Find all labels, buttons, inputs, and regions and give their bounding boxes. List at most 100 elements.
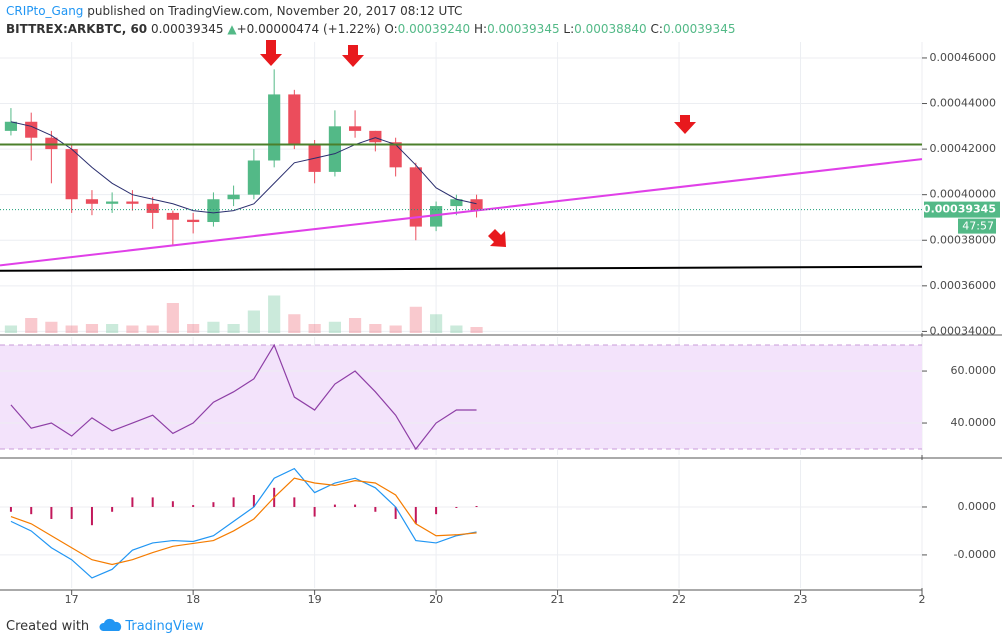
x-tick-label: 19 bbox=[308, 593, 322, 606]
volume-bar bbox=[187, 324, 200, 333]
last-price-label: 0.00039345 bbox=[923, 203, 996, 216]
histogram-bar bbox=[374, 506, 377, 512]
volume-bar bbox=[207, 321, 220, 333]
series-line bbox=[10, 343, 477, 451]
histogram-bar bbox=[9, 506, 12, 512]
histogram-bar bbox=[70, 506, 73, 519]
quote-line: BITTREX:ARKBTC, 60 0.00039345 ▲+0.000004… bbox=[6, 20, 735, 38]
x-tick-label: 20 bbox=[429, 593, 443, 606]
histogram-bar bbox=[475, 506, 478, 508]
y-tick-label: 0.00038000 bbox=[930, 233, 996, 246]
histogram-bar bbox=[354, 504, 357, 507]
y-tick-label: -0.0000 bbox=[954, 548, 996, 561]
band bbox=[0, 345, 922, 450]
arrow bbox=[674, 115, 696, 134]
volume-bar bbox=[430, 314, 443, 333]
volume-bar bbox=[4, 325, 18, 333]
l-label: L: bbox=[563, 22, 575, 36]
x-tick-label: 18 bbox=[186, 593, 200, 606]
candle-body bbox=[126, 201, 139, 204]
candle-body bbox=[369, 130, 382, 143]
symbol: BITTREX:ARKBTC, 60 bbox=[6, 22, 148, 36]
volume-bar bbox=[247, 310, 260, 333]
header: CRIPto_Gang published on TradingView.com… bbox=[6, 2, 735, 38]
logo bbox=[99, 618, 122, 631]
change: +0.00000474 (+1.22%) bbox=[236, 22, 381, 36]
y-tick-label: 0.00036000 bbox=[930, 279, 996, 292]
volume-bar bbox=[106, 324, 119, 333]
volume-bar bbox=[288, 314, 301, 333]
y-tick-label: 0.00042000 bbox=[930, 142, 996, 155]
x-tick-label: 17 bbox=[65, 593, 79, 606]
candle-body bbox=[227, 194, 240, 200]
candle-body bbox=[207, 199, 220, 223]
volume-bar bbox=[126, 325, 139, 333]
o-label: O: bbox=[384, 22, 398, 36]
candle-body bbox=[187, 219, 200, 223]
y-tick-label: 0.0000 bbox=[958, 500, 997, 513]
candle-body bbox=[25, 121, 38, 138]
y-tick-label: 0.00044000 bbox=[930, 97, 996, 110]
open: 0.00039240 bbox=[397, 22, 471, 36]
histogram-bar bbox=[212, 502, 215, 507]
marks: 17 18 19 20 21 22 23 2 0.00034000 0.00036000 0.000… bbox=[0, 42, 1000, 606]
histogram-bar bbox=[90, 506, 93, 526]
arrow bbox=[260, 40, 282, 66]
histogram-bar bbox=[293, 497, 296, 507]
histogram-bar bbox=[333, 504, 336, 507]
low: 0.00038840 bbox=[574, 22, 647, 36]
series-line bbox=[10, 477, 477, 566]
volume-bar bbox=[166, 303, 179, 333]
volume-bar bbox=[25, 318, 38, 333]
series-line bbox=[10, 467, 477, 579]
candle-body bbox=[106, 201, 119, 204]
volume-bar bbox=[369, 324, 382, 333]
annotations bbox=[260, 40, 696, 247]
brand[interactable]: TradingView bbox=[125, 619, 204, 634]
histogram-bar bbox=[313, 506, 316, 517]
h-label: H: bbox=[473, 22, 488, 36]
x-tick-label: 2 bbox=[919, 593, 926, 606]
histogram-bar bbox=[414, 506, 417, 524]
volume-bar bbox=[45, 321, 58, 333]
y-tick-label: 0.00040000 bbox=[930, 188, 996, 201]
x-tick-label: 22 bbox=[672, 593, 686, 606]
direction: ▲ bbox=[227, 22, 237, 36]
histogram-bar bbox=[435, 506, 438, 515]
volume-bar bbox=[308, 324, 321, 333]
volume-bar bbox=[65, 325, 78, 333]
volume-bar bbox=[409, 306, 422, 333]
trendline bbox=[0, 265, 923, 272]
candle-body bbox=[65, 149, 78, 200]
author[interactable]: CRIPto_Gang bbox=[6, 4, 84, 18]
candle-body bbox=[85, 199, 99, 204]
last-price-box bbox=[924, 201, 1000, 218]
histogram-bar bbox=[232, 497, 235, 507]
candle-body bbox=[450, 199, 463, 207]
histogram-bar bbox=[50, 506, 53, 519]
candle-body bbox=[268, 94, 281, 161]
candle-body bbox=[146, 203, 159, 213]
histogram-bar bbox=[151, 497, 154, 507]
candle-body bbox=[288, 94, 301, 145]
arrow bbox=[488, 229, 506, 247]
volume-bar bbox=[85, 324, 99, 333]
close: 0.00039345 bbox=[662, 22, 736, 36]
countdown: 47:57 bbox=[962, 220, 994, 233]
candle-body bbox=[45, 137, 58, 150]
y-tick-label: 60.0000 bbox=[951, 364, 997, 377]
volume-bar bbox=[146, 325, 159, 333]
trendline bbox=[0, 158, 923, 267]
footer: Created with TradingView bbox=[6, 616, 204, 634]
high: 0.00039345 bbox=[487, 22, 560, 36]
candle-body bbox=[430, 206, 443, 227]
y-tick-label: 40.0000 bbox=[951, 416, 997, 429]
candle-body bbox=[470, 199, 483, 211]
created-with: Created with bbox=[6, 619, 90, 634]
volume-bar bbox=[328, 321, 341, 333]
countdown-box bbox=[958, 218, 996, 234]
x-tick-label: 23 bbox=[794, 593, 808, 606]
candle-body bbox=[4, 121, 18, 131]
